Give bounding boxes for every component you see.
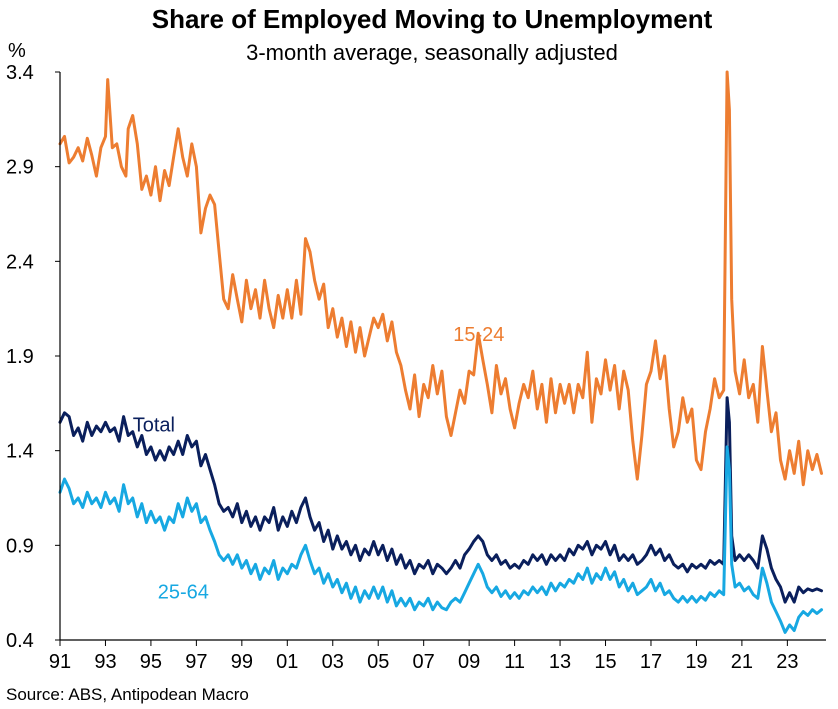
series-layer <box>58 70 823 634</box>
x-tick-label: 19 <box>685 651 707 673</box>
x-tick-label: 21 <box>731 651 753 673</box>
x-tick-label: 03 <box>322 651 344 673</box>
x-tick-label: 15 <box>594 651 616 673</box>
x-tick-label: 01 <box>276 651 298 673</box>
x-tick-label: 07 <box>413 651 435 673</box>
x-tick-label: 05 <box>367 651 389 673</box>
y-tick-label: 2.4 <box>6 251 34 273</box>
series-line-total <box>58 396 823 604</box>
x-tick-label: 97 <box>185 651 207 673</box>
x-tick-label: 09 <box>458 651 480 673</box>
source-note: Source: ABS, Antipodean Macro <box>6 685 249 704</box>
chart-subtitle: 3-month average, seasonally adjusted <box>246 40 618 65</box>
y-tick-label: 0.4 <box>6 630 34 652</box>
y-tick-label: 1.9 <box>6 346 34 368</box>
series-line-25-64 <box>58 445 823 634</box>
y-tick-label: 0.9 <box>6 535 34 557</box>
y-tick-label: 1.4 <box>6 441 34 463</box>
series-labels: 15-24 Total 25-64 <box>133 324 505 603</box>
x-tick-label: 17 <box>640 651 662 673</box>
series-label-15-24: 15-24 <box>453 324 504 346</box>
series-label-25-64: 25-64 <box>158 581 209 603</box>
y-tick-label: 2.9 <box>6 157 34 179</box>
x-tick-label: 91 <box>49 651 71 673</box>
x-tick-label: 93 <box>94 651 116 673</box>
y-tick-label: 3.4 <box>6 62 34 84</box>
x-tick-label: 11 <box>504 651 525 673</box>
x-axis: 91 93 95 97 99 01 03 05 07 09 11 13 15 17 19 21 23 <box>49 640 798 673</box>
x-tick-label: 23 <box>776 651 798 673</box>
x-tick-label: 99 <box>231 651 253 673</box>
series-label-total: Total <box>133 415 175 437</box>
x-tick-label: 13 <box>549 651 571 673</box>
chart-title: Share of Employed Moving to Unemployment <box>152 4 713 34</box>
y-axis-unit: % <box>8 40 26 62</box>
y-axis: 0.4 0.9 1.4 1.9 2.4 2.9 3.4 <box>6 62 60 652</box>
series-line-15-24 <box>58 70 823 487</box>
x-tick-label: 95 <box>140 651 162 673</box>
